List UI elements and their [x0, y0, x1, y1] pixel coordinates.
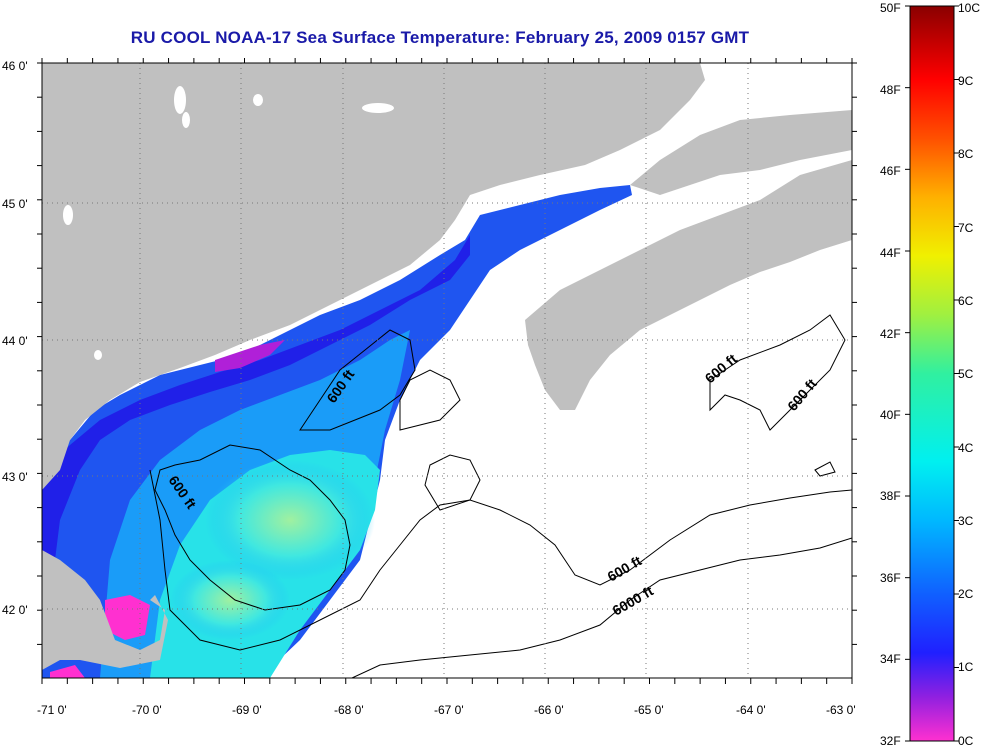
colorbar-f-label: 42F	[880, 327, 901, 341]
lon-tick-label: -67 0'	[434, 703, 464, 717]
lakes	[63, 86, 394, 360]
lon-tick-label: -68 0'	[334, 703, 364, 717]
colorbar-f-label: 34F	[880, 652, 901, 666]
sst-cold-coast	[215, 340, 285, 372]
lon-tick-label: -66 0'	[534, 703, 564, 717]
colorbar-c-label: 4C	[958, 441, 974, 455]
lat-tick-label: 45 0'	[2, 197, 28, 211]
colorbar-c-label: 2C	[958, 587, 974, 601]
colorbar-f-label: 44F	[880, 246, 901, 260]
colorbar: 50F 48F 46F 44F 42F 40F 38F 36F 34F 32F …	[880, 1, 980, 748]
bathymetry-contours	[149, 314, 852, 678]
lat-tick-label: 44 0'	[2, 334, 28, 348]
graticule	[42, 63, 852, 678]
map-title: RU COOL NOAA-17 Sea Surface Temperature:…	[130, 28, 750, 47]
lat-tick-label: 46 0'	[2, 59, 28, 73]
frame-ticks	[37, 58, 857, 684]
lon-tick-label: -65 0'	[634, 703, 664, 717]
colorbar-c-label: 1C	[958, 660, 974, 674]
colorbar-c-label: 3C	[958, 514, 974, 528]
land-new-england	[42, 63, 705, 490]
land-fundy-shore	[630, 110, 852, 195]
colorbar-c-label: 7C	[958, 221, 974, 235]
lon-tick-label: -63 0'	[826, 703, 856, 717]
land-nova-scotia	[525, 160, 852, 410]
lat-tick-label: 42 0'	[2, 603, 28, 617]
sst-warm-patch	[205, 460, 375, 580]
lon-tick-label: -69 0'	[232, 703, 262, 717]
sst-warm-patch	[170, 560, 290, 640]
colorbar-f-label: 38F	[880, 489, 901, 503]
colorbar-c-label: 6C	[958, 294, 974, 308]
colorbar-f-label: 46F	[880, 164, 901, 178]
colorbar-f-label: 36F	[880, 571, 901, 585]
lat-tick-label: 43 0'	[2, 470, 28, 484]
colorbar-f-label: 50F	[880, 1, 901, 15]
lon-tick-label: -70 0'	[132, 703, 162, 717]
colorbar-c-label: 5C	[958, 367, 974, 381]
colorbar-f-label: 48F	[880, 83, 901, 97]
colorbar-c-label: 9C	[958, 74, 974, 88]
colorbar-c-label: 0C	[958, 734, 974, 748]
sst-cold-coast	[105, 595, 150, 640]
colorbar-ticks	[905, 5, 959, 742]
map-panel: 600 ft 600 ft 600 ft 600 ft 6000 ft 600 …	[2, 58, 857, 717]
colorbar-ramp	[909, 5, 955, 742]
lon-tick-label: -64 0'	[736, 703, 766, 717]
sst-cold-coast	[50, 665, 85, 678]
colorbar-f-label: 32F	[880, 734, 901, 748]
colorbar-f-label: 40F	[880, 408, 901, 422]
colorbar-c-label: 10C	[958, 1, 980, 15]
land-cape-cod	[42, 550, 168, 670]
lon-tick-label: -71 0'	[37, 703, 67, 717]
colorbar-c-label: 8C	[958, 147, 974, 161]
